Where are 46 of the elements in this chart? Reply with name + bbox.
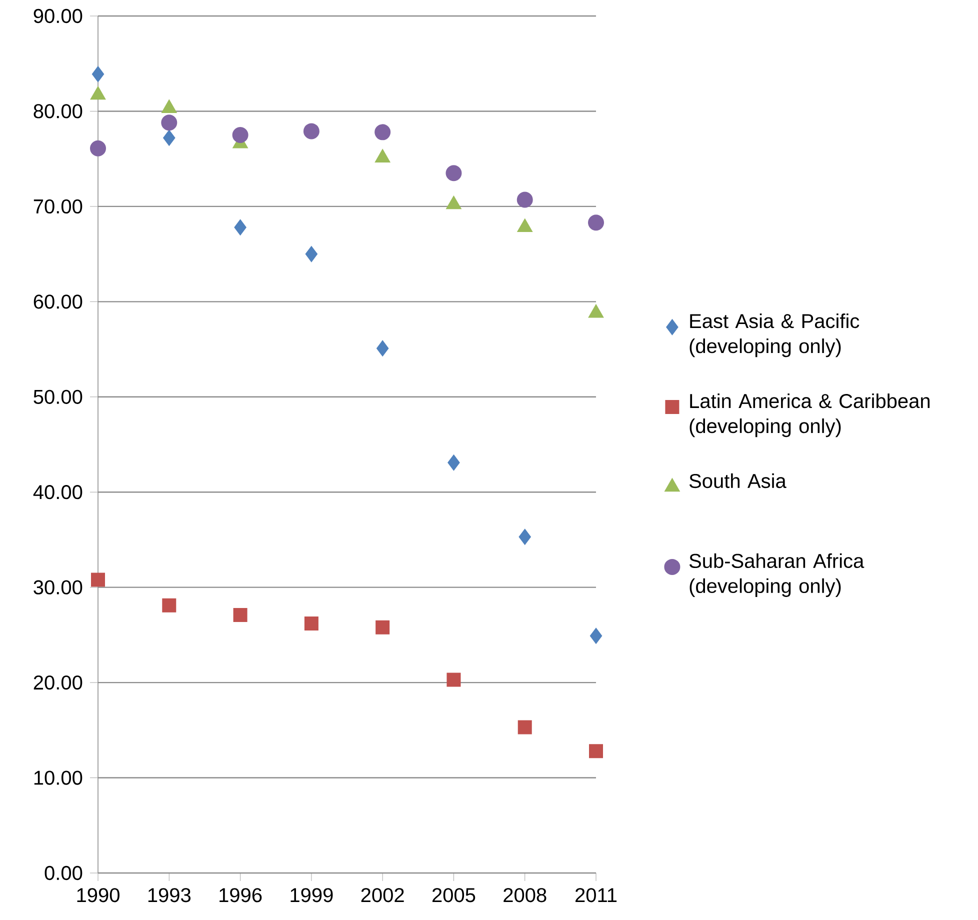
point [90,140,106,156]
y-tick-label: 80.00 [34,104,82,118]
point [234,219,246,236]
y-tick-label: 60.00 [34,294,82,309]
point [162,598,176,612]
point [516,192,533,208]
y-tick-label: 20.00 [34,675,82,690]
legend-label: East Asia & Pacific (developing only) [690,314,860,358]
point [376,340,389,356]
point [588,214,604,231]
point [305,246,318,262]
y-tick-label: 0.00 [44,866,82,880]
x-tick-label: 1990 [77,888,120,902]
legend-label: Sub-Saharan Africa (developing only) [689,553,864,597]
point [518,720,532,734]
y-tick-label: 70.00 [34,199,82,214]
point [376,620,390,634]
x-tick-label: 1999 [290,888,333,902]
point [448,454,460,471]
point [446,165,462,182]
x-tick-label: 2008 [504,888,546,902]
point [518,528,531,545]
point [91,572,106,587]
legend-label: Latin America & Caribbean (developing only) [690,393,930,438]
point [304,616,318,631]
point [590,628,602,644]
x-tick-label: 1996 [220,888,262,902]
y-tick-label: 40.00 [33,485,82,500]
x-tick-label: 1993 [148,888,191,902]
y-tick-label: 50.00 [34,390,82,404]
point [232,127,248,144]
point [446,672,461,687]
y-tick-label: 30.00 [34,580,82,594]
point [303,123,320,140]
point [163,130,176,146]
point [161,114,178,131]
legend-label: South Asia [689,473,786,488]
x-tick-label: 2002 [361,888,404,902]
x-tick-label: 2011 [576,888,617,902]
point [233,608,248,622]
x-tick-label: 2005 [432,888,476,902]
point [92,66,104,82]
y-tick-label: 90.00 [34,8,82,24]
point [589,744,604,758]
point [374,124,391,140]
y-tick-label: 10.00 [34,770,82,785]
